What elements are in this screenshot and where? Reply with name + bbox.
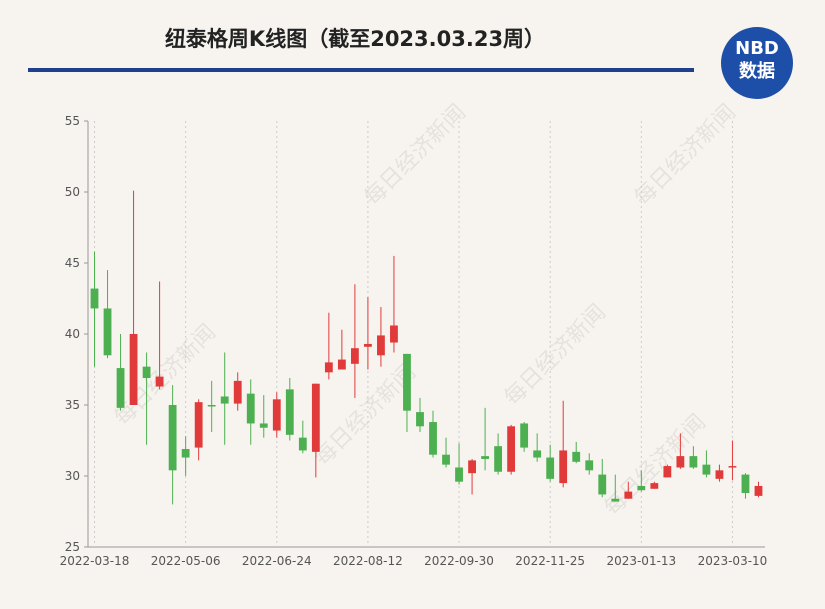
candle-body — [429, 422, 437, 455]
candle-body — [207, 405, 216, 407]
candle-body — [259, 423, 268, 428]
candle-body — [155, 376, 164, 387]
y-tick-label: 45 — [65, 256, 80, 270]
candle-body — [585, 460, 594, 471]
candle-body — [350, 348, 359, 364]
logo-circle — [721, 27, 793, 99]
candle-body — [442, 454, 450, 465]
candle-body — [637, 485, 646, 491]
y-tick-label: 30 — [65, 469, 80, 483]
candle-body — [142, 366, 151, 379]
candle-body — [546, 457, 555, 479]
y-tick-label: 25 — [65, 540, 80, 554]
candle-body — [181, 449, 190, 458]
candle-body — [494, 446, 503, 472]
candle-body — [650, 483, 659, 489]
x-tick-label: 2023-03-10 — [698, 554, 768, 568]
candle-body — [298, 437, 307, 451]
candle-body — [676, 456, 685, 468]
watermark: 每日经济新闻 — [110, 320, 221, 431]
candle-body — [507, 426, 516, 472]
candle-body — [220, 396, 229, 404]
candle-body — [337, 359, 346, 370]
candle-body — [103, 308, 112, 356]
candle-body — [559, 450, 568, 484]
candle-body — [468, 460, 476, 474]
candle-body — [324, 362, 333, 373]
chart-title: 纽泰格周K线图（截至2023.03.23周） — [165, 27, 545, 51]
candle-body — [533, 450, 542, 458]
logo-text: NBD — [735, 38, 779, 59]
candle-body — [624, 491, 633, 499]
logo-text: 数据 — [739, 60, 775, 82]
candle-body — [741, 474, 750, 494]
candle-body — [194, 402, 203, 448]
candle-body — [572, 451, 581, 462]
candle-body — [168, 405, 177, 471]
y-tick-label: 55 — [65, 114, 80, 128]
candle-body — [377, 335, 385, 356]
candle-body — [689, 456, 698, 468]
watermark: 每日经济新闻 — [360, 100, 471, 211]
y-tick-label: 35 — [65, 398, 80, 412]
candle-body — [311, 383, 320, 452]
candle-body — [520, 423, 529, 448]
candle-body — [116, 368, 125, 408]
candle-body — [129, 334, 138, 405]
candle-body — [272, 399, 281, 431]
title-rule — [28, 68, 694, 72]
candle-body — [611, 498, 620, 502]
candle-body — [715, 470, 724, 479]
y-tick-label: 50 — [65, 185, 80, 199]
candle-body — [754, 485, 763, 496]
x-tick-label: 2022-06-24 — [242, 554, 312, 568]
candle-body — [481, 456, 489, 459]
x-tick-label: 2022-03-18 — [60, 554, 130, 568]
candle-body — [90, 288, 99, 309]
candle-body — [403, 353, 411, 411]
candle-body — [364, 343, 372, 347]
candle-body — [728, 466, 737, 468]
candle-body — [233, 380, 242, 404]
candle-body — [702, 464, 711, 475]
candle-body — [390, 325, 398, 343]
watermark: 每日经济新闻 — [500, 300, 611, 411]
watermark: 每日经济新闻 — [630, 100, 741, 211]
candle-body — [416, 412, 424, 427]
candle-body — [285, 389, 294, 435]
x-tick-label: 2022-08-12 — [333, 554, 403, 568]
candle-body — [246, 393, 255, 424]
candle-body — [598, 474, 607, 495]
x-tick-label: 2022-09-30 — [424, 554, 494, 568]
x-tick-label: 2022-11-25 — [515, 554, 585, 568]
y-tick-label: 40 — [65, 327, 80, 341]
x-tick-label: 2023-01-13 — [606, 554, 676, 568]
candle-body — [455, 467, 463, 482]
candle-body — [663, 466, 672, 478]
x-tick-label: 2022-05-06 — [151, 554, 221, 568]
